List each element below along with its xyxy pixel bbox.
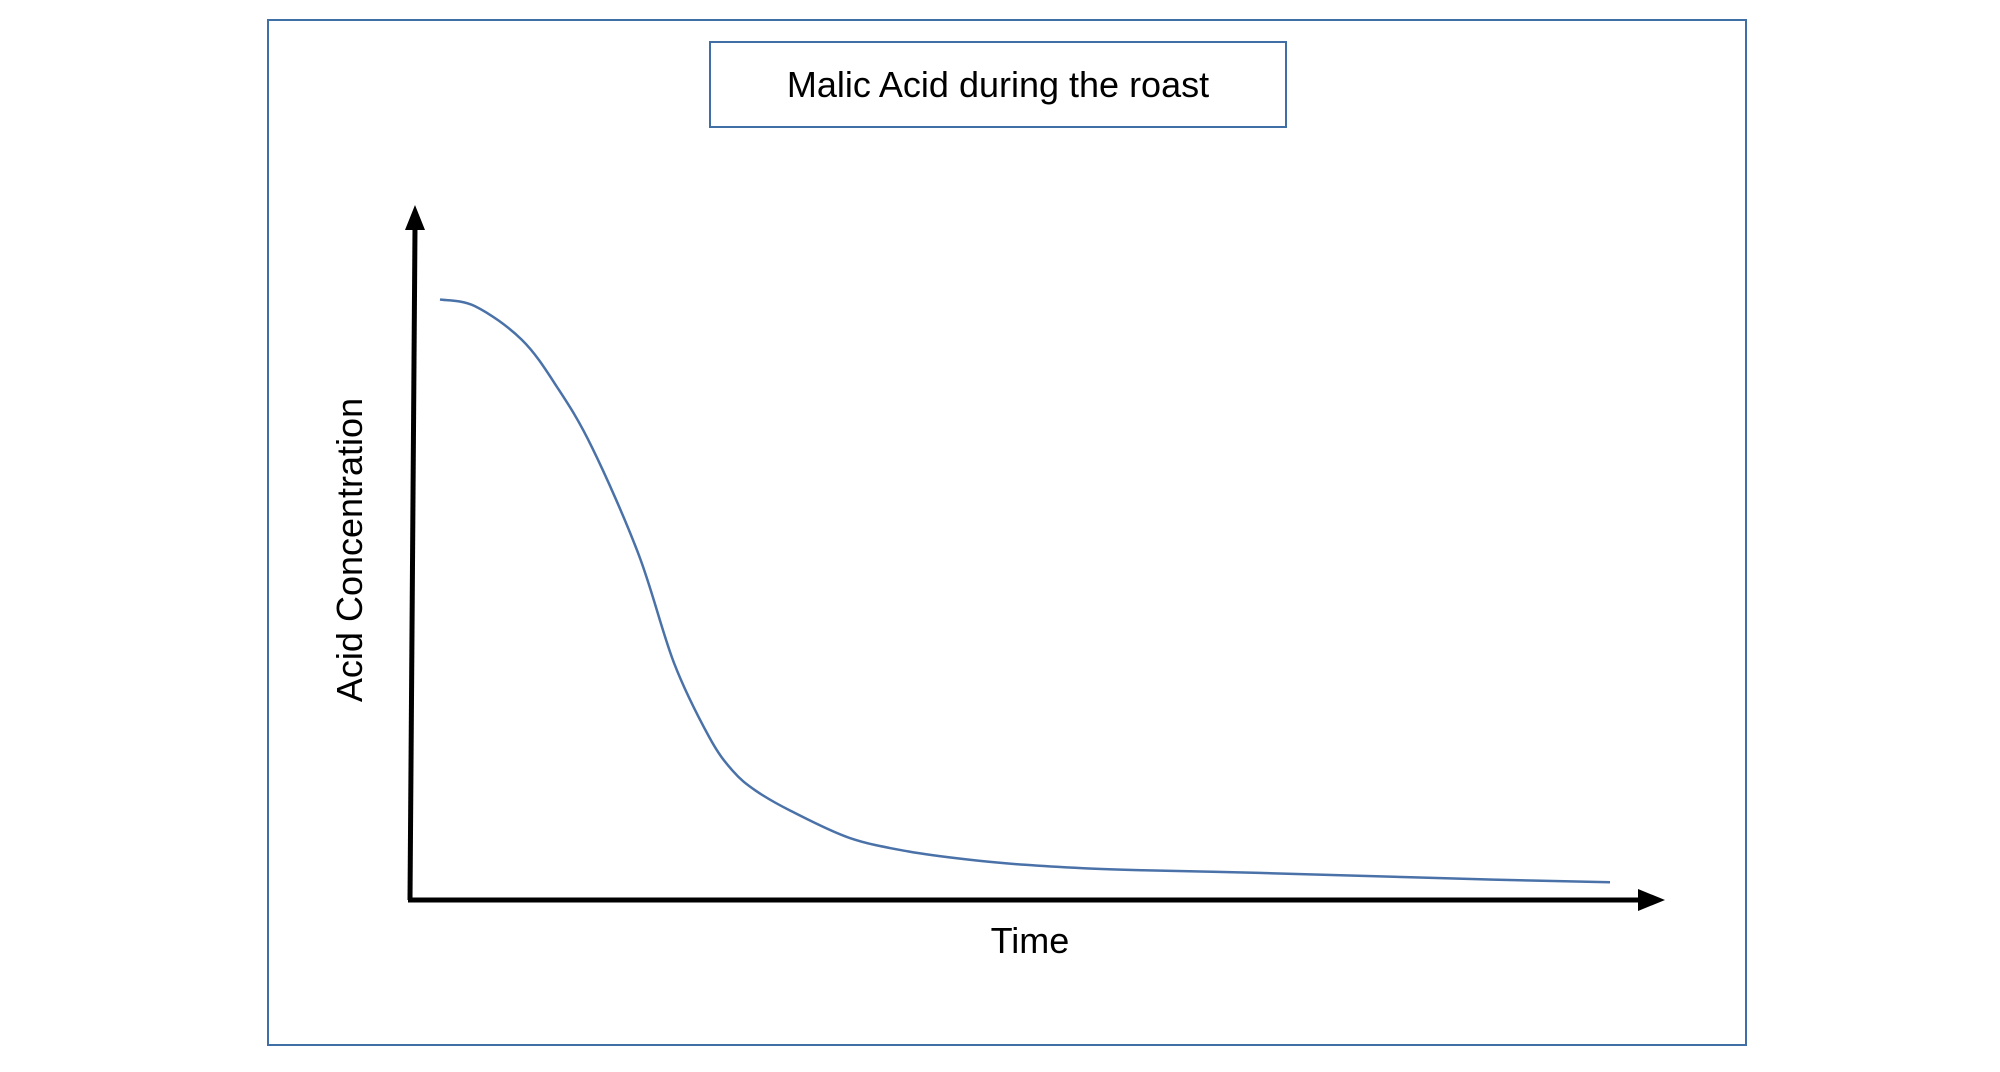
series-layer [439, 298, 1611, 884]
chart-title: Malic Acid during the roast [709, 41, 1287, 128]
x-axis-label: Time [990, 920, 1070, 961]
y-axis-arrowhead [405, 205, 425, 230]
x-axis-arrowhead [1638, 889, 1665, 911]
series-line-0 [439, 298, 1611, 884]
y-axis-label: Acid Concentration [329, 397, 370, 703]
figure-frame [267, 19, 1747, 1046]
chart-axes [405, 205, 1665, 911]
y-axis-line [407, 227, 418, 901]
